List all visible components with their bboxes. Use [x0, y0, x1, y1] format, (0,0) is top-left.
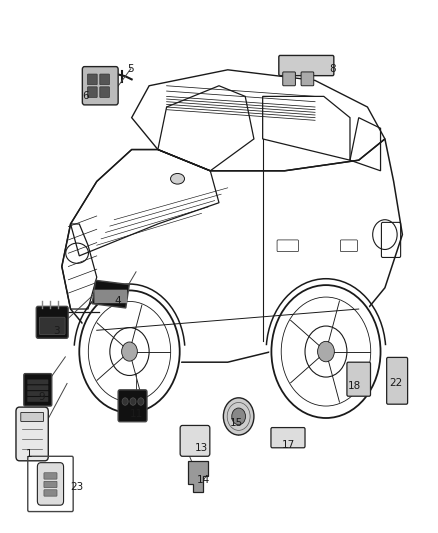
- Ellipse shape: [170, 173, 184, 184]
- FancyBboxPatch shape: [387, 358, 408, 404]
- Text: 18: 18: [348, 381, 361, 391]
- FancyBboxPatch shape: [88, 87, 97, 98]
- FancyBboxPatch shape: [27, 391, 48, 396]
- Text: 22: 22: [389, 378, 403, 389]
- Circle shape: [269, 282, 383, 421]
- Text: 8: 8: [329, 64, 336, 74]
- Text: 1: 1: [26, 449, 32, 458]
- FancyBboxPatch shape: [44, 490, 57, 496]
- Text: 11: 11: [129, 409, 143, 419]
- Text: 13: 13: [195, 443, 208, 453]
- Text: 3: 3: [53, 326, 60, 336]
- Text: 14: 14: [197, 475, 210, 485]
- Text: 4: 4: [114, 296, 121, 306]
- FancyBboxPatch shape: [24, 374, 52, 406]
- Text: 23: 23: [71, 482, 84, 492]
- Text: 17: 17: [282, 440, 296, 450]
- Circle shape: [122, 398, 128, 405]
- FancyBboxPatch shape: [27, 397, 48, 402]
- FancyBboxPatch shape: [271, 427, 305, 448]
- FancyBboxPatch shape: [118, 390, 147, 422]
- FancyBboxPatch shape: [279, 55, 334, 76]
- FancyBboxPatch shape: [180, 425, 210, 456]
- Text: 15: 15: [230, 418, 243, 429]
- FancyBboxPatch shape: [44, 481, 57, 488]
- Circle shape: [77, 288, 182, 415]
- FancyBboxPatch shape: [27, 385, 48, 390]
- Polygon shape: [92, 280, 129, 308]
- FancyBboxPatch shape: [39, 317, 65, 335]
- Text: 9: 9: [39, 392, 46, 402]
- FancyBboxPatch shape: [44, 473, 57, 479]
- FancyBboxPatch shape: [82, 67, 118, 105]
- Polygon shape: [132, 70, 385, 171]
- FancyBboxPatch shape: [27, 379, 48, 384]
- FancyBboxPatch shape: [94, 289, 127, 303]
- FancyBboxPatch shape: [347, 362, 371, 396]
- FancyBboxPatch shape: [16, 407, 48, 461]
- Circle shape: [318, 341, 334, 362]
- FancyBboxPatch shape: [36, 306, 68, 338]
- FancyBboxPatch shape: [100, 74, 110, 85]
- FancyBboxPatch shape: [100, 87, 110, 98]
- Circle shape: [223, 398, 254, 435]
- Circle shape: [232, 408, 246, 425]
- FancyBboxPatch shape: [283, 72, 295, 86]
- Circle shape: [130, 398, 136, 405]
- FancyBboxPatch shape: [88, 74, 97, 85]
- Polygon shape: [62, 139, 403, 362]
- FancyBboxPatch shape: [21, 413, 43, 422]
- FancyBboxPatch shape: [37, 463, 64, 505]
- Polygon shape: [188, 461, 208, 492]
- Circle shape: [122, 342, 138, 361]
- Circle shape: [138, 398, 144, 405]
- Text: 6: 6: [82, 91, 89, 101]
- Text: 5: 5: [127, 64, 134, 74]
- FancyBboxPatch shape: [301, 72, 314, 86]
